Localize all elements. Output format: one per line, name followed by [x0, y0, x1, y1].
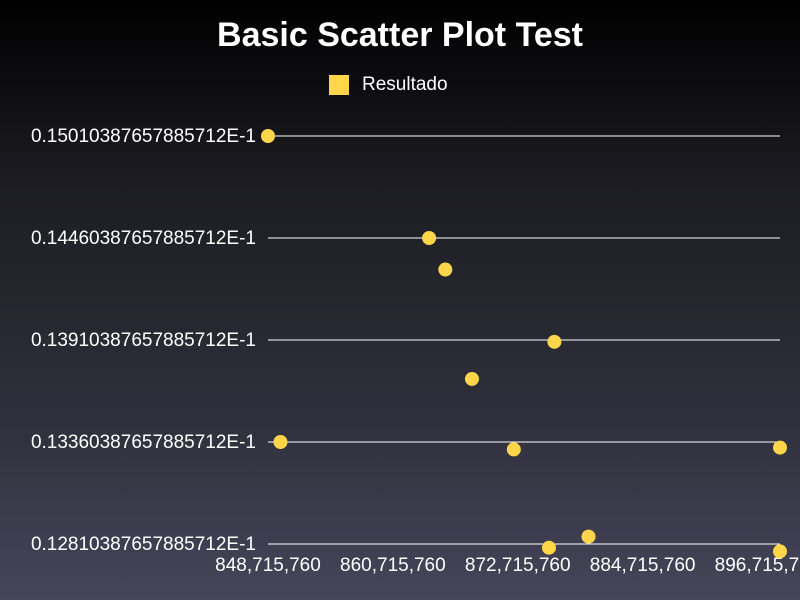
data-point	[773, 440, 787, 455]
y-tick-label: 0.15010387657885712E-1	[31, 126, 256, 147]
data-point	[547, 334, 562, 349]
x-tick-label: 872,715,760	[465, 555, 571, 576]
y-tick-label: 0.13910387657885712E-1	[31, 330, 256, 351]
data-point	[464, 371, 479, 386]
data-point	[422, 231, 437, 245]
y-tick-label: 0.14460387657885712E-1	[31, 228, 256, 249]
data-points	[261, 129, 787, 559]
data-point	[773, 544, 787, 559]
y-axis-tick-labels: 0.15010387657885712E-1 0.1446038765788571…	[31, 126, 256, 555]
y-tick-label: 0.12810387657885712E-1	[31, 534, 256, 555]
x-axis-tick-labels: 848,715,760 860,715,760 872,715,760 884,715…	[215, 555, 800, 576]
data-point	[438, 262, 453, 277]
x-tick-label: 896,715,760	[715, 555, 800, 576]
legend-label: Resultado	[362, 74, 448, 95]
y-tick-label: 0.13360387657885712E-1	[31, 432, 256, 453]
data-point	[261, 129, 275, 143]
legend: Resultado	[329, 74, 448, 95]
data-point	[506, 442, 521, 457]
data-point	[273, 435, 288, 449]
data-point	[581, 529, 596, 544]
x-tick-label: 848,715,760	[215, 555, 321, 576]
legend-swatch	[329, 75, 349, 95]
chart-title: Basic Scatter Plot Test	[217, 16, 583, 54]
data-point	[541, 540, 556, 555]
x-tick-label: 860,715,760	[340, 555, 446, 576]
grid-lines	[268, 135, 780, 545]
x-tick-label: 884,715,760	[590, 555, 696, 576]
